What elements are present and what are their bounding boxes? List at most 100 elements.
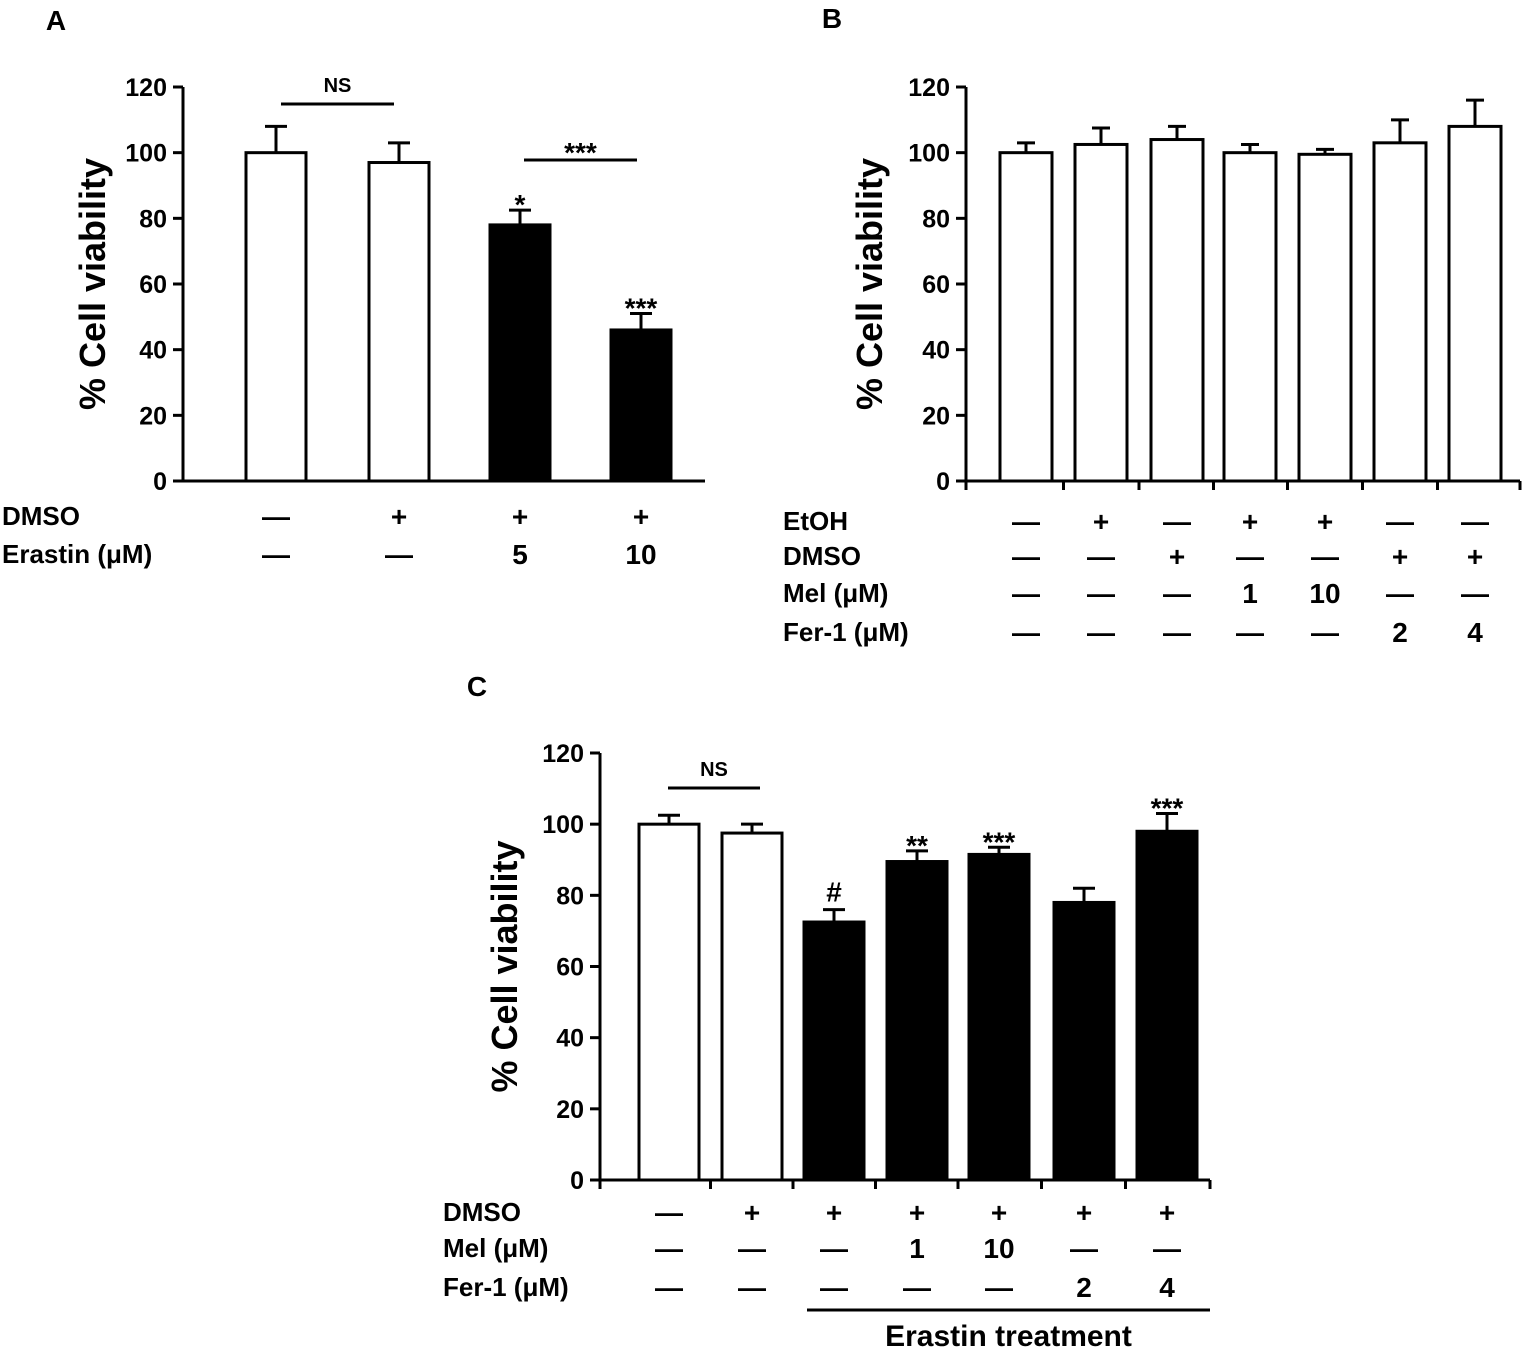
panel-b-condition-label: DMSO	[783, 541, 861, 571]
panel-a-condition-value: +	[512, 501, 528, 532]
panel-c-bar	[885, 860, 949, 1182]
panel-b-condition-value: +	[1242, 506, 1258, 537]
panel-c-y-tick-label: 100	[542, 811, 584, 839]
panel-a-bracket-label: NS	[324, 75, 352, 97]
panel-c-condition-value: 2	[1076, 1272, 1092, 1303]
panel-c-bar	[720, 831, 784, 1182]
panel-b-condition-value: —	[1386, 506, 1414, 537]
panel-a-y-tick-label: 60	[139, 271, 167, 299]
panel-a-significance-label: ***	[625, 293, 658, 324]
panel-b-bar	[1073, 142, 1129, 483]
panel-c-y-tick-label: 40	[556, 1025, 584, 1053]
panel-a-condition-value: +	[391, 501, 407, 532]
panel-c-bar	[802, 920, 866, 1182]
panel-c-condition-value: —	[738, 1272, 766, 1303]
panel-c-group-label: Erastin treatment	[885, 1320, 1132, 1351]
panel-a-condition-value: +	[633, 501, 649, 532]
panel-b-condition-value: —	[1311, 617, 1339, 648]
panel-b-condition-value: +	[1169, 541, 1185, 572]
panel-b-condition-value: —	[1012, 617, 1040, 648]
panel-b-bar	[1149, 138, 1205, 483]
panel-c-significance-label: ***	[1151, 792, 1184, 823]
panel-a-y-axis-title: % Cell viability	[72, 158, 113, 410]
panel-b-condition-value: —	[1236, 541, 1264, 572]
panel-a-bar	[367, 161, 431, 483]
panel-b-condition-value: 4	[1467, 617, 1483, 648]
panel-b-condition-value: +	[1392, 541, 1408, 572]
panel-b-y-axis-title: % Cell viability	[849, 158, 890, 410]
panel-a-y-tick-label: 100	[125, 140, 167, 168]
panel-b-y-tick-label: 0	[936, 468, 950, 496]
panel-c-bar	[1052, 900, 1116, 1182]
panel-a-condition-value: 5	[512, 539, 528, 570]
panel-c-condition-value: —	[1070, 1233, 1098, 1264]
panel-c-condition-value: —	[820, 1272, 848, 1303]
panel-b-condition-value: —	[1163, 506, 1191, 537]
panel-c-condition-value: —	[738, 1233, 766, 1264]
panel-c-condition-value: 10	[983, 1233, 1014, 1264]
panel-b-y-tick-label: 100	[908, 140, 950, 168]
panel-c-bar	[967, 852, 1031, 1182]
panel-b-condition-value: —	[1311, 541, 1339, 572]
panel-a-bracket-label: ***	[564, 137, 597, 168]
panel-b-condition-value: —	[1012, 578, 1040, 609]
panel-b-condition-value: —	[1012, 541, 1040, 572]
panel-a-condition-label: DMSO	[2, 501, 80, 531]
panel-b-condition-value: —	[1461, 578, 1489, 609]
panel-a-significance-label: *	[515, 189, 526, 220]
panel-b-y-tick-label: 120	[908, 74, 950, 102]
panel-a-condition-label: Erastin (μM)	[2, 539, 152, 569]
panel-a-y-tick-label: 0	[153, 468, 167, 496]
panel-b-condition-value: —	[1163, 578, 1191, 609]
panel-c-condition-value: —	[903, 1272, 931, 1303]
panel-c-condition-label: DMSO	[443, 1197, 521, 1227]
panel-c-letter: C	[467, 671, 487, 702]
panel-b-letter: B	[822, 3, 842, 34]
panel-b-y-tick-label: 60	[922, 271, 950, 299]
panel-c-condition-value: —	[655, 1233, 683, 1264]
panel-c-condition-value: —	[655, 1197, 683, 1228]
panel-b-condition-value: —	[1087, 617, 1115, 648]
panel-c-condition-value: +	[1076, 1197, 1092, 1228]
panel-c-condition-value: 4	[1159, 1272, 1175, 1303]
panel-c-y-tick-label: 20	[556, 1096, 584, 1124]
panel-c-condition-value: +	[991, 1197, 1007, 1228]
panel-b-bar	[1372, 141, 1428, 483]
panel-b-condition-value: 10	[1309, 578, 1340, 609]
panel-b-bar	[998, 151, 1054, 483]
panel-b-condition-value: —	[1012, 506, 1040, 537]
panel-c-bar	[1135, 829, 1199, 1182]
panel-a-bar	[244, 151, 308, 483]
panel-a-y-tick-label: 120	[125, 74, 167, 102]
panel-b: B 0 20 40 60 80 100 120 % Cell viability EtOH — + — +…	[783, 3, 1522, 648]
panel-c-bracket-label: NS	[700, 759, 728, 781]
panel-b-condition-value: —	[1163, 617, 1191, 648]
panel-b-y-tick-label: 40	[922, 337, 950, 365]
panel-a-bar	[609, 328, 673, 483]
panel-c-bar	[637, 822, 701, 1182]
panel-c-condition-value: +	[909, 1197, 925, 1228]
panel-c-condition-value: —	[985, 1272, 1013, 1303]
panel-a-condition-value: —	[385, 539, 413, 570]
panel-c-condition-value: +	[744, 1197, 760, 1228]
panel-c-condition-label: Mel (μM)	[443, 1233, 548, 1263]
panel-c-significance-label: ***	[983, 826, 1016, 857]
panel-c-y-tick-label: 80	[556, 882, 584, 910]
panel-c-condition-value: —	[1153, 1233, 1181, 1264]
panel-c-condition-value: +	[1159, 1197, 1175, 1228]
panel-b-y-tick-label: 20	[922, 402, 950, 430]
panel-b-condition-value: —	[1236, 617, 1264, 648]
panel-b-condition-label: Mel (μM)	[783, 578, 888, 608]
panel-c-y-tick-label: 120	[542, 740, 584, 768]
panel-c-significance-label: #	[826, 877, 842, 908]
panel-a-bar	[488, 223, 552, 483]
panel-b-condition-label: Fer-1 (μM)	[783, 617, 909, 647]
panel-a-condition-value: 10	[625, 539, 656, 570]
panel-c-condition-value: —	[655, 1272, 683, 1303]
panel-c-y-tick-label: 60	[556, 954, 584, 982]
panel-b-condition-value: —	[1461, 506, 1489, 537]
panel-b-bar	[1222, 151, 1278, 483]
